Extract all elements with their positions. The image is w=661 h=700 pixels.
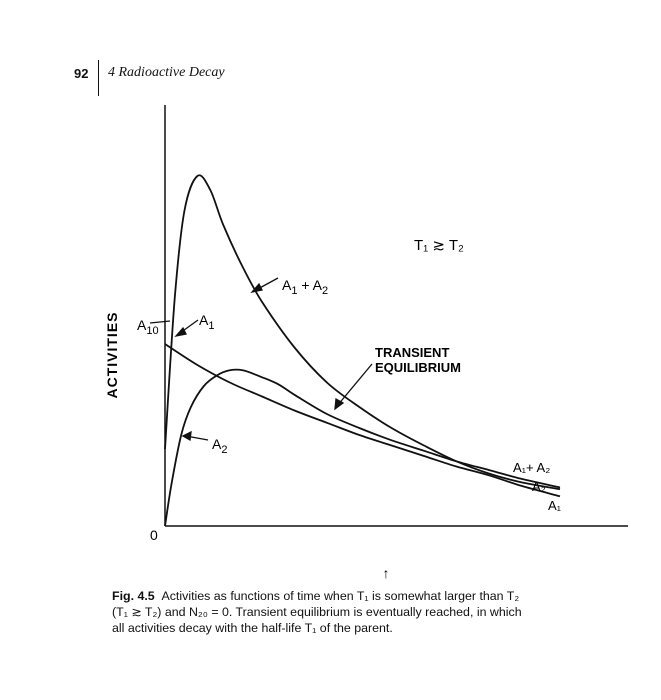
transient-leader-arrowhead bbox=[334, 397, 345, 411]
page-number: 92 bbox=[74, 66, 89, 81]
a10-leader-line bbox=[149, 320, 171, 324]
transient-label-line2: EQUILIBRIUM bbox=[375, 360, 461, 375]
end-label-a2: A₂ bbox=[532, 479, 546, 494]
series-a2-line bbox=[164, 368, 561, 527]
condition-label: T₁ ≳ T₂ bbox=[414, 237, 464, 254]
sum-annotation: A1 + A2 bbox=[282, 277, 328, 297]
sum-leader-arrowhead bbox=[250, 282, 263, 294]
chapter-title: 4 Radioactive Decay bbox=[108, 65, 225, 80]
caption-label: Fig. 4.5 bbox=[112, 589, 155, 603]
series-sum-line bbox=[164, 174, 561, 491]
series-group bbox=[164, 174, 561, 527]
figure-caption: Fig. 4.5 Activities as functions of time… bbox=[112, 588, 532, 636]
end-label-a1: A₁ bbox=[548, 498, 562, 513]
series-a1-line bbox=[164, 343, 561, 498]
origin-label: 0 bbox=[150, 527, 158, 543]
a2-leader-arrowhead bbox=[181, 430, 192, 442]
transient-label-line1: TRANSIENT bbox=[375, 345, 449, 360]
a1-annotation: A1 bbox=[199, 312, 214, 332]
transient-leader-line bbox=[336, 363, 373, 407]
y-axis-label: ACTIVITIES bbox=[104, 311, 120, 398]
header-divider bbox=[98, 60, 99, 96]
x-axis-marker: ↑ bbox=[383, 565, 390, 581]
caption-text: Activities as functions of time when T₁ … bbox=[112, 589, 522, 635]
end-label-sum: A₁+ A₂ bbox=[513, 460, 550, 475]
a1-leader-arrowhead bbox=[174, 326, 187, 338]
a10-label: A10 bbox=[137, 317, 159, 337]
a2-annotation: A2 bbox=[212, 436, 227, 456]
